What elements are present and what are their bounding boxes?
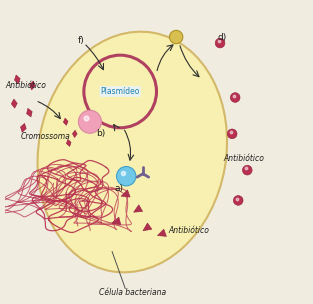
Circle shape: [79, 110, 101, 133]
Polygon shape: [72, 130, 77, 137]
Polygon shape: [20, 123, 26, 132]
Circle shape: [215, 38, 225, 48]
Polygon shape: [157, 229, 167, 236]
Circle shape: [116, 167, 136, 186]
Text: Antibiótico: Antibiótico: [169, 226, 209, 235]
Text: d): d): [217, 33, 226, 42]
Polygon shape: [29, 81, 35, 90]
Polygon shape: [14, 75, 20, 84]
Polygon shape: [134, 205, 143, 212]
Polygon shape: [11, 99, 17, 108]
Polygon shape: [143, 223, 152, 231]
Circle shape: [233, 195, 243, 205]
Text: a): a): [114, 184, 123, 193]
Polygon shape: [66, 140, 71, 147]
Polygon shape: [64, 118, 68, 125]
Circle shape: [230, 93, 240, 102]
Text: Plasmídeo: Plasmídeo: [100, 87, 140, 96]
Polygon shape: [27, 109, 32, 117]
Text: Antibiótico: Antibiótico: [5, 81, 46, 90]
Text: Cromossoma: Cromossoma: [20, 132, 70, 141]
Text: Célula bacteriana: Célula bacteriana: [99, 288, 166, 297]
Polygon shape: [121, 190, 130, 197]
Polygon shape: [112, 217, 121, 225]
Text: Antibiótico: Antibiótico: [223, 154, 264, 163]
Circle shape: [243, 165, 252, 175]
Text: f): f): [78, 36, 85, 44]
Ellipse shape: [38, 32, 227, 272]
Circle shape: [227, 129, 237, 139]
Circle shape: [170, 30, 183, 44]
Text: b): b): [96, 129, 105, 138]
